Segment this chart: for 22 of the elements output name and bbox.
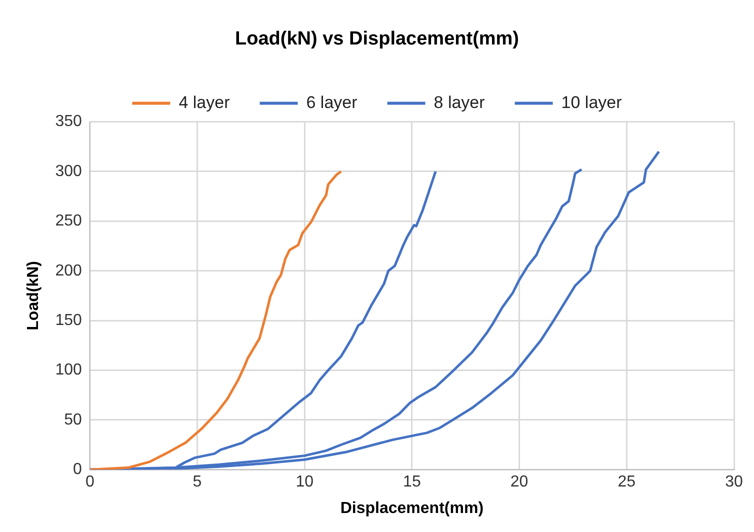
chart-title: Load(kN) vs Displacement(mm) [234, 28, 520, 50]
x-tick-label: 5 [192, 474, 202, 491]
y-tick-label: 350 [55, 113, 82, 130]
x-tick-label: 20 [510, 474, 528, 491]
legend-label: 6 layer [306, 92, 358, 112]
y-tick-label: 250 [55, 212, 82, 230]
y-axis-title: Load(kN) [25, 261, 42, 330]
y-tick-label: 100 [55, 362, 82, 379]
legend-label: 10 layer [561, 92, 622, 112]
x-tick-label: 30 [725, 474, 743, 491]
x-tick-label: 0 [85, 474, 94, 491]
x-tick-label: 25 [618, 474, 636, 491]
y-tick-label: 200 [55, 262, 82, 280]
y-tick-label: 150 [55, 312, 82, 329]
y-tick-label: 300 [55, 162, 82, 180]
y-tick-label: 50 [64, 411, 82, 428]
legend-label: 8 layer [434, 92, 486, 112]
x-tick-label: 10 [296, 474, 314, 491]
x-axis-title: Displacement(mm) [340, 500, 484, 517]
y-tick-label: 0 [72, 461, 82, 478]
legend-label: 4 layer [178, 92, 230, 112]
x-tick-label: 15 [403, 474, 421, 491]
